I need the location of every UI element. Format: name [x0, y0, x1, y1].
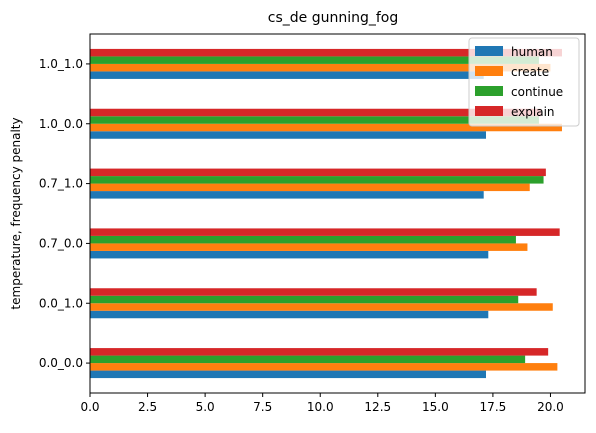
- bar-explain-0.7_0.0: [90, 228, 560, 236]
- y-axis: 0.0_0.0 0.0_1.0 0.7_0.0 0.7_1.0 1.0_0.0 1.0_1…: [39, 57, 90, 370]
- x-tick-label: 17.5: [480, 400, 507, 414]
- bar-human-1.0_0.0: [90, 131, 486, 139]
- y-tick-label: 0.0_0.0: [39, 356, 83, 370]
- x-axis: 0.0 2.5 5.0 7.5 10.0 12.5 15.0 17.5 20.0: [80, 393, 564, 414]
- bar-create-0.0_1.0: [90, 303, 553, 311]
- bars-group: [90, 48, 562, 379]
- x-tick-label: 2.5: [138, 400, 157, 414]
- y-tick-label: 0.7_1.0: [39, 177, 83, 191]
- legend: human create continue explain: [468, 37, 580, 127]
- bar-create-1.0_1.0: [90, 63, 551, 72]
- bar-human-0.7_0.0: [90, 250, 489, 259]
- x-tick-label: 20.0: [537, 400, 564, 414]
- bar-human-0.7_1.0: [90, 191, 484, 199]
- legend-swatch-create: [475, 66, 503, 76]
- bar-explain-1.0_0.0: [90, 108, 542, 117]
- legend-label-human: human: [511, 45, 553, 59]
- x-tick-label: 15.0: [422, 400, 449, 414]
- y-tick-label: 0.0_1.0: [39, 296, 83, 310]
- bar-explain-0.0_1.0: [90, 288, 537, 296]
- bar-continue-1.0_1.0: [90, 56, 539, 64]
- legend-label-continue: continue: [511, 85, 563, 99]
- x-tick-label: 0.0: [80, 400, 99, 414]
- x-tick-label: 7.5: [253, 400, 272, 414]
- bar-explain-0.0_0.0: [90, 348, 549, 356]
- legend-label-explain: explain: [511, 105, 555, 119]
- bar-human-0.0_0.0: [90, 370, 486, 379]
- bar-explain-0.7_1.0: [90, 168, 546, 177]
- bar-create-0.7_1.0: [90, 183, 530, 192]
- bar-human-1.0_1.0: [90, 71, 484, 79]
- plot-frame: [89, 33, 586, 394]
- bar-create-1.0_0.0: [90, 123, 562, 132]
- x-tick-label: 5.0: [196, 400, 215, 414]
- x-tick-label: 12.5: [364, 400, 391, 414]
- bar-human-0.0_1.0: [90, 310, 489, 319]
- y-axis-label: temperature, frequency penalty: [9, 117, 23, 309]
- legend-box: [468, 37, 580, 127]
- y-tick-label: 1.0_1.0: [39, 57, 83, 71]
- bar-continue-1.0_0.0: [90, 116, 539, 124]
- legend-swatch-human: [475, 46, 503, 56]
- legend-swatch-continue: [475, 86, 503, 96]
- x-tick-label: 10.0: [307, 400, 334, 414]
- legend-label-create: create: [511, 65, 549, 79]
- legend-swatch-explain: [475, 106, 503, 116]
- bar-continue-0.7_1.0: [90, 176, 544, 184]
- bar-continue-0.0_1.0: [90, 295, 519, 304]
- y-tick-label: 1.0_0.0: [39, 117, 83, 131]
- chart-title: cs_de gunning_fog: [268, 10, 398, 26]
- bar-explain-1.0_1.0: [90, 48, 562, 57]
- bar-create-0.0_0.0: [90, 363, 558, 371]
- y-tick-label: 0.7_0.0: [39, 236, 83, 250]
- bar-continue-0.7_0.0: [90, 235, 516, 244]
- bar-continue-0.0_0.0: [90, 355, 526, 364]
- bar-create-0.7_0.0: [90, 243, 528, 251]
